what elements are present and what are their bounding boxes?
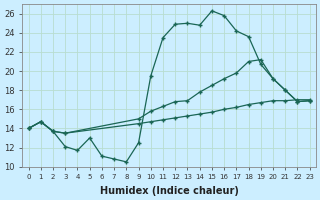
- X-axis label: Humidex (Indice chaleur): Humidex (Indice chaleur): [100, 186, 239, 196]
